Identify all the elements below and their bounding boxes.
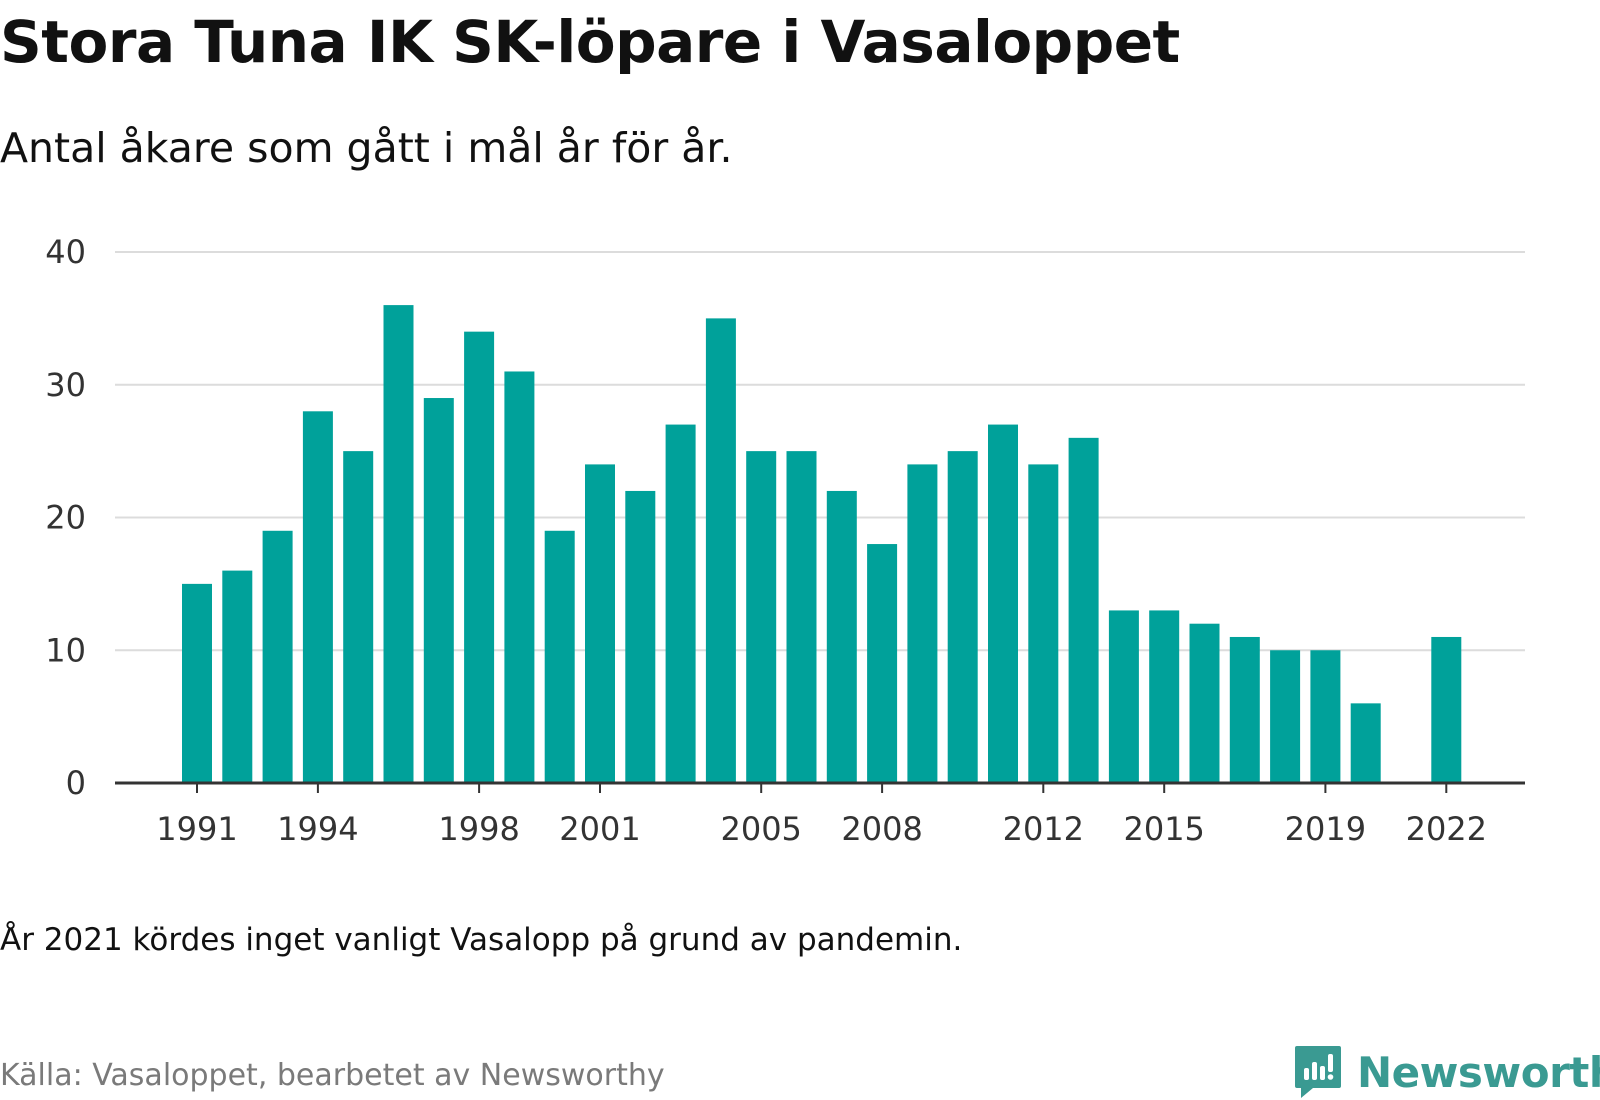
y-tick-label: 10 <box>45 631 86 669</box>
bar-2001 <box>585 464 615 783</box>
chart-title: Stora Tuna IK SK-löpare i Vasaloppet <box>0 8 1180 76</box>
bar-2003 <box>665 424 696 783</box>
bar-1991 <box>182 583 212 783</box>
bar-chart: 0 10 20 30 40 1991 1994 1998 2001 2005 2008 2012 20… <box>45 233 1525 848</box>
bar-2010 <box>947 451 978 783</box>
bar-2012 <box>1028 464 1059 783</box>
x-tick-label: 2012 <box>1003 810 1084 848</box>
y-axis-tick-labels: 0 10 20 30 40 <box>45 233 86 802</box>
bar-2019 <box>1310 650 1341 783</box>
x-axis <box>115 781 1525 793</box>
bar-2018 <box>1270 650 1301 783</box>
x-tick-label: 2019 <box>1285 810 1366 848</box>
bar-2022 <box>1431 636 1462 783</box>
bar-2007 <box>826 490 857 783</box>
brand-name: Newsworthy <box>1357 1047 1600 1097</box>
x-tick-label: 1991 <box>156 810 237 848</box>
bar-1995 <box>343 451 374 783</box>
bar-2006 <box>786 451 817 783</box>
bar-2017 <box>1229 636 1260 783</box>
bar-2014 <box>1108 610 1139 783</box>
newsworthy-logo-icon <box>1295 1046 1341 1098</box>
bar-2020 <box>1350 703 1381 783</box>
y-tick-label: 30 <box>45 366 86 404</box>
bar-1993 <box>262 530 293 783</box>
x-tick-label: 1994 <box>277 810 358 848</box>
bar-1992 <box>222 570 253 783</box>
x-axis-tick-labels: 1991 1994 1998 2001 2005 2008 2012 2015 2019 2022 <box>156 810 1487 848</box>
bar-2002 <box>625 490 656 783</box>
x-tick-label: 2005 <box>720 810 801 848</box>
chart-subtitle: Antal åkare som gått i mål år för år. <box>0 124 733 172</box>
bar-2016 <box>1189 623 1220 783</box>
x-tick-label: 2015 <box>1123 810 1204 848</box>
x-tick-label: 2008 <box>841 810 922 848</box>
bar-1998 <box>464 331 495 783</box>
newsworthy-logo[interactable]: Newsworthy <box>1293 1044 1600 1100</box>
y-tick-label: 0 <box>66 764 86 802</box>
bar-2005 <box>746 451 777 783</box>
bar-2008 <box>867 544 898 783</box>
bar-2011 <box>988 424 1018 783</box>
bar-2004 <box>705 318 736 783</box>
bar-2015 <box>1149 610 1180 783</box>
x-tick-label: 2001 <box>559 810 640 848</box>
bar-2009 <box>907 464 938 783</box>
chart-footnote: År 2021 kördes inget vanligt Vasalopp på… <box>0 922 963 958</box>
bar-1996 <box>383 305 414 783</box>
bar-2013 <box>1068 437 1099 783</box>
x-tick-label: 2022 <box>1406 810 1487 848</box>
bar-1994 <box>302 411 333 783</box>
bar-1997 <box>423 398 454 783</box>
bar-1999 <box>504 371 535 783</box>
y-tick-label: 20 <box>45 499 86 537</box>
y-tick-label: 40 <box>45 233 86 271</box>
bar-2000 <box>544 530 575 783</box>
bars <box>182 305 1462 783</box>
x-tick-label: 1998 <box>438 810 519 848</box>
source-credit: Källa: Vasaloppet, bearbetet av Newswort… <box>0 1058 665 1093</box>
